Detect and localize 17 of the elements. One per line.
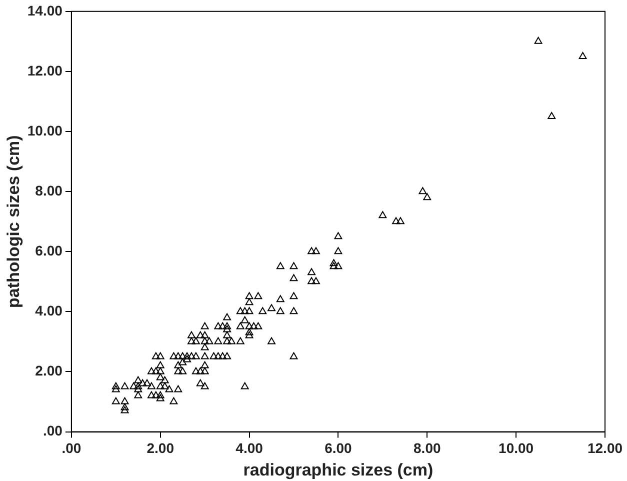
y-tick-label: 12.00: [27, 62, 63, 78]
y-tick-label: 4.00: [35, 302, 63, 319]
x-tick-label: 8.00: [414, 440, 441, 456]
y-tick-label: 14.00: [27, 2, 63, 18]
x-tick-label: 4.00: [236, 440, 264, 456]
x-tick-label: 12.00: [587, 440, 623, 456]
x-tick-label: 2.00: [146, 440, 174, 456]
y-tick-label: 2.00: [35, 362, 63, 379]
y-tick-label: 8.00: [35, 182, 63, 198]
y-axis-title: pathologic sizes (cm): [4, 135, 23, 308]
y-tick-label: .00: [42, 422, 63, 439]
x-tick-label: 10.00: [498, 440, 534, 456]
y-tick-label: 10.00: [27, 122, 63, 138]
x-axis-title: radiographic sizes (cm): [243, 460, 434, 480]
y-tick-label: 6.00: [35, 242, 63, 258]
x-tick-label: 6.00: [324, 440, 352, 456]
x-tick-label: .00: [62, 440, 82, 456]
